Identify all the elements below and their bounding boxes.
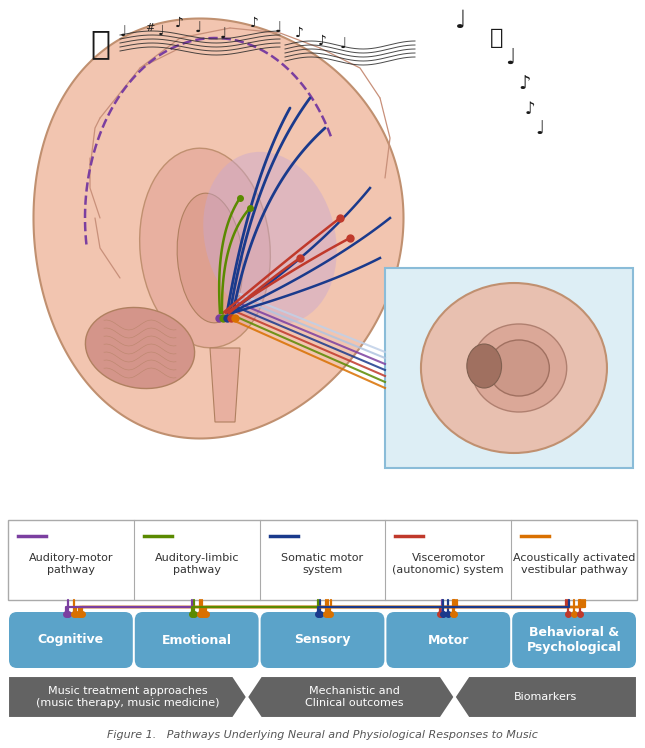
FancyBboxPatch shape <box>135 612 259 668</box>
Text: ♩: ♩ <box>158 24 164 38</box>
Text: ♩: ♩ <box>340 37 347 52</box>
Text: ♩: ♩ <box>505 48 515 68</box>
Ellipse shape <box>471 324 567 412</box>
Ellipse shape <box>421 283 607 453</box>
Text: ♪: ♪ <box>525 100 535 118</box>
Text: Acoustically activated
vestibular pathway: Acoustically activated vestibular pathwa… <box>513 554 635 574</box>
Ellipse shape <box>467 344 502 388</box>
FancyBboxPatch shape <box>512 612 636 668</box>
Text: ♩: ♩ <box>120 25 127 40</box>
Bar <box>8 520 637 600</box>
Text: Emotional: Emotional <box>162 634 232 646</box>
Text: ♩: ♩ <box>455 9 467 33</box>
Text: Behavioral &
Psychological: Behavioral & Psychological <box>527 626 622 654</box>
Text: Auditory-motor
pathway: Auditory-motor pathway <box>28 554 113 574</box>
FancyBboxPatch shape <box>261 612 384 668</box>
Text: ♩: ♩ <box>275 21 283 36</box>
Text: ♪: ♪ <box>518 74 530 93</box>
Polygon shape <box>8 676 247 718</box>
FancyBboxPatch shape <box>386 612 510 668</box>
Ellipse shape <box>488 340 550 396</box>
Text: ♩: ♩ <box>220 27 227 42</box>
Text: 𝄽: 𝄽 <box>490 28 503 48</box>
Text: Cognitive: Cognitive <box>38 634 104 646</box>
Text: Music treatment approaches
(music therapy, music medicine): Music treatment approaches (music therap… <box>35 686 219 708</box>
Polygon shape <box>34 19 404 438</box>
Text: ♪: ♪ <box>175 16 184 30</box>
Polygon shape <box>247 676 455 718</box>
FancyBboxPatch shape <box>9 612 133 668</box>
Text: Figure 1.   Pathways Underlying Neural and Physiological Responses to Music: Figure 1. Pathways Underlying Neural and… <box>107 730 538 740</box>
Text: ♪: ♪ <box>318 34 327 48</box>
Text: Sensory: Sensory <box>294 634 351 646</box>
Text: ♪: ♪ <box>250 16 259 30</box>
Text: Mechanistic and
Clinical outcomes: Mechanistic and Clinical outcomes <box>305 686 404 708</box>
Text: Somatic motor
system: Somatic motor system <box>281 554 364 574</box>
Polygon shape <box>210 348 240 422</box>
Ellipse shape <box>140 148 270 348</box>
Text: Motor: Motor <box>428 634 469 646</box>
Text: ♩: ♩ <box>535 119 544 138</box>
Ellipse shape <box>203 152 337 324</box>
Text: Auditory-limbic
pathway: Auditory-limbic pathway <box>154 554 239 574</box>
Text: Visceromotor
(autonomic) system: Visceromotor (autonomic) system <box>393 554 504 574</box>
Text: ♪: ♪ <box>295 26 304 40</box>
Polygon shape <box>455 676 637 718</box>
Text: #: # <box>145 23 154 33</box>
Text: Biomarkers: Biomarkers <box>514 692 577 702</box>
Text: 𝄞: 𝄞 <box>90 27 110 60</box>
Text: ♩: ♩ <box>195 21 203 36</box>
Bar <box>385 268 633 468</box>
Ellipse shape <box>177 193 243 323</box>
Ellipse shape <box>85 307 195 388</box>
